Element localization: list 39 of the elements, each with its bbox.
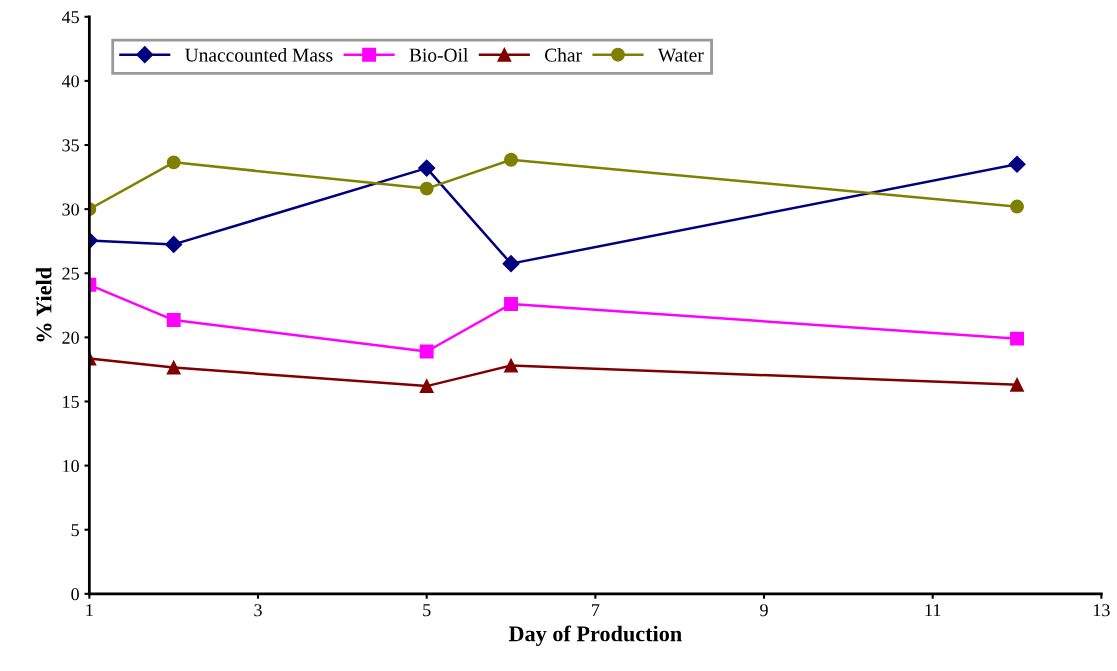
y-tick-label: 20: [62, 331, 79, 344]
y-tick-label: 45: [61, 11, 79, 24]
point: [419, 379, 434, 394]
point: [1010, 199, 1024, 214]
point: [1010, 331, 1024, 346]
point: [418, 159, 436, 177]
y-tick-label: 40: [61, 75, 79, 88]
y-tick-label: 10: [63, 459, 79, 473]
y-axis-title: % Yield: [35, 267, 52, 342]
point: [504, 358, 518, 373]
x-tick-label: 7: [592, 604, 600, 617]
point: [419, 344, 434, 359]
point: [1010, 377, 1024, 392]
x-tick-label: 1: [86, 604, 93, 617]
point: [419, 181, 434, 196]
point: [1008, 155, 1026, 173]
x-tick-label: 9: [760, 604, 768, 617]
legend-label: Water: [657, 48, 704, 62]
y-tick-label: 25: [62, 267, 79, 280]
point: [504, 152, 518, 167]
point: [166, 155, 181, 170]
y-tick-label: 30: [62, 203, 79, 216]
legend-label: Char: [545, 48, 582, 62]
point: [504, 297, 518, 311]
point: [166, 313, 181, 327]
point: [502, 255, 520, 273]
x-tick-label: 3: [254, 604, 262, 617]
point: [165, 235, 183, 253]
x-axis-title: Day of Production: [508, 625, 682, 646]
legend-label: Bio-Oil: [409, 48, 468, 62]
y-tick-label: 15: [63, 395, 79, 408]
y-tick-label: 35: [62, 139, 79, 152]
legend-label: Unaccounted Mass: [185, 48, 333, 62]
x-tick-label: 11: [925, 604, 941, 617]
y-tick-label: 5: [71, 524, 79, 537]
x-tick-label: 5: [423, 604, 431, 617]
point: [166, 360, 181, 375]
x-tick-label: 13: [1093, 604, 1110, 617]
y-tick-label: 0: [71, 588, 79, 601]
